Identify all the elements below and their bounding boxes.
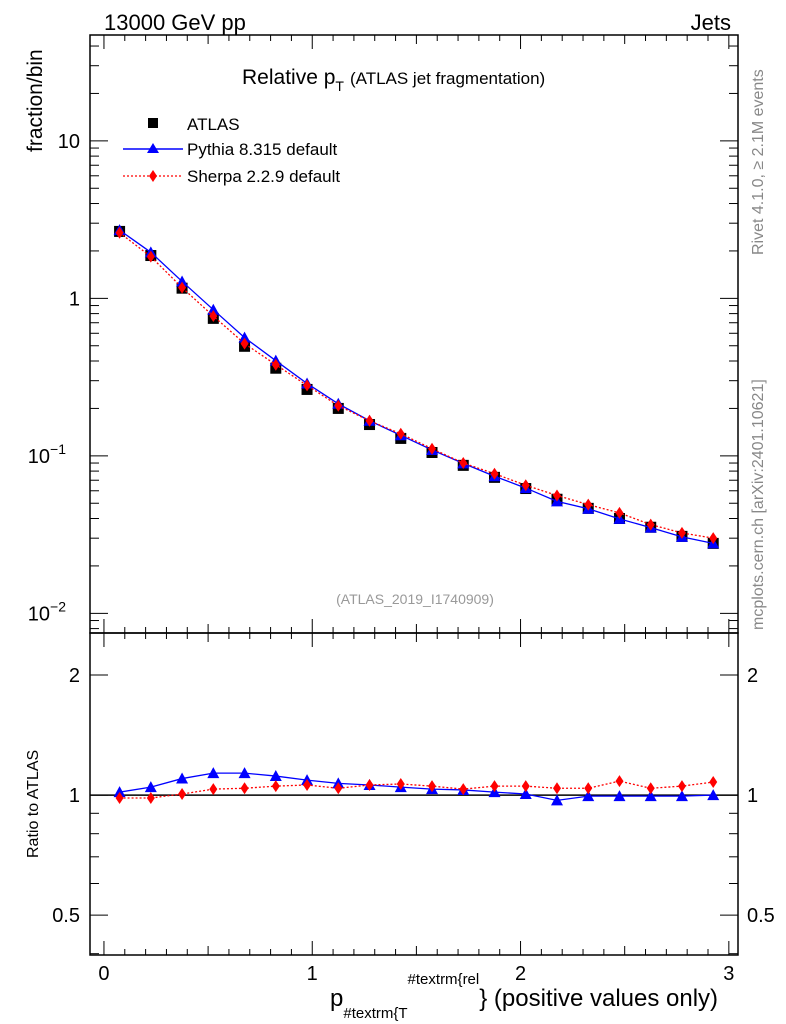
sherpa-point (115, 226, 124, 239)
pythia-point (238, 331, 251, 343)
sherpa-point (240, 337, 249, 350)
header-right: Jets (691, 10, 731, 35)
sherpa-ratio-point (552, 782, 561, 795)
side-text-rivet: Rivet 4.1.0, ≥ 2.1M events (750, 69, 767, 255)
legend: ATLAS Pythia 8.315 default Sherpa 2.2.9 … (123, 115, 340, 186)
tick-labels: 0 1 2 3 10 1 10−1 10−2 0.5 0.5 1 1 2 2 (28, 131, 775, 985)
sherpa-ratio-line (119, 780, 714, 799)
sherpa-ratio-point (365, 778, 374, 791)
y-tick-label-exponent: −1 (50, 441, 66, 457)
pythia-ratio-point (269, 770, 282, 782)
sherpa-point (677, 526, 686, 539)
ratio-tick-label-left: 1 (69, 785, 80, 807)
sherpa-ratio-point (709, 776, 718, 789)
y-tick-label-exponent: −2 (50, 598, 66, 614)
pythia-ratio-point (113, 786, 126, 798)
sherpa-point (209, 310, 218, 323)
sherpa-ratio-point (459, 783, 468, 796)
sherpa-point (521, 479, 530, 492)
legend-label-atlas: ATLAS (187, 115, 240, 134)
header-left: 13000 GeV pp (104, 10, 246, 35)
sherpa-ratio-point (584, 782, 593, 795)
sherpa-line (119, 232, 714, 539)
sherpa-point (303, 379, 312, 392)
ratio-tick-label-right: 0.5 (747, 905, 775, 927)
pythia-ratio-point (176, 772, 189, 784)
sherpa-point (646, 518, 655, 531)
x-tick-label: 1 (307, 963, 318, 985)
legend-marker-atlas (148, 118, 158, 128)
x-tick-label: 2 (515, 963, 526, 985)
legend-label-pythia: Pythia 8.315 default (187, 140, 338, 159)
watermark: (ATLAS_2019_I1740909) (336, 591, 494, 607)
sherpa-ratio-point (178, 788, 187, 801)
sherpa-point (709, 532, 718, 545)
sherpa-point (459, 457, 468, 470)
sherpa-point (334, 399, 343, 412)
pythia-ratio-point (644, 790, 657, 802)
ratio-tick-label-right: 2 (747, 665, 758, 687)
data-marks (90, 224, 738, 806)
sherpa-ratio-point (428, 780, 437, 793)
sherpa-ratio-point (490, 780, 499, 793)
sherpa-ratio-point (677, 780, 686, 793)
pythia-line (119, 229, 714, 545)
sherpa-point (615, 506, 624, 519)
legend-marker-sherpa (149, 170, 157, 182)
pythia-point (207, 303, 220, 315)
legend-label-sherpa: Sherpa 2.2.9 default (187, 167, 340, 186)
pythia-ratio-point (707, 789, 720, 801)
sherpa-ratio-point (209, 783, 218, 796)
sherpa-ratio-point (334, 782, 343, 795)
sherpa-ratio-point (521, 780, 530, 793)
sherpa-ratio-point (303, 778, 312, 791)
pythia-ratio-point (207, 767, 220, 779)
sherpa-point (146, 250, 155, 263)
ratio-plot-frame (89, 632, 739, 956)
y-tick-label: 10−1 (28, 441, 66, 468)
sherpa-ratio-point (115, 792, 124, 805)
sherpa-ratio-point (615, 775, 624, 788)
pythia-ratio-point (613, 790, 626, 802)
pythia-ratio-line (119, 772, 714, 801)
sherpa-point (428, 442, 437, 455)
y-axis-label: fraction/bin (24, 49, 47, 152)
ratio-tick-label-right: 1 (747, 785, 758, 807)
legend-marker-pythia (147, 143, 159, 153)
sherpa-ratio-point (396, 777, 405, 790)
sherpa-point (396, 427, 405, 440)
sherpa-point (552, 489, 561, 502)
pythia-ratio-point (144, 781, 157, 793)
pythia-ratio-point (519, 788, 532, 800)
sherpa-point (365, 414, 374, 427)
sherpa-ratio-point (646, 782, 655, 795)
pythia-ratio-point (675, 790, 688, 802)
x-axis-label: p#textrm{T#textrm{rel} (positive values … (330, 971, 718, 1022)
side-text-mcplots: mcplots.cern.ch [arXiv:2401.10621] (750, 379, 767, 630)
x-tick-label: 3 (723, 963, 734, 985)
sherpa-point (178, 281, 187, 294)
pythia-ratio-point (582, 790, 595, 802)
ratio-y-axis-label: Ratio to ATLAS (25, 750, 42, 858)
x-tick-label: 0 (98, 963, 109, 985)
sherpa-point (271, 358, 280, 371)
pythia-ratio-point (238, 767, 251, 779)
axis-ticks (90, 35, 738, 955)
sherpa-ratio-point (240, 782, 249, 795)
ratio-tick-label-left: 0.5 (52, 905, 80, 927)
y-tick-label: 10−2 (28, 598, 66, 625)
pythia-point (176, 275, 189, 287)
y-tick-label: 1 (69, 288, 80, 310)
sherpa-ratio-point (146, 792, 155, 805)
plot-title: Relative pT (ATLAS jet fragmentation) (242, 66, 545, 94)
sherpa-ratio-point (271, 780, 280, 793)
ratio-tick-label-left: 2 (69, 665, 80, 687)
pythia-ratio-point (550, 794, 563, 806)
sherpa-point (584, 498, 593, 511)
y-tick-label: 10 (58, 131, 80, 153)
sherpa-point (490, 467, 499, 480)
